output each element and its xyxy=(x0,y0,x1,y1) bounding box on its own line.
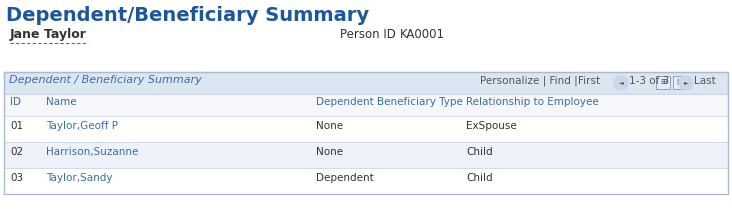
Text: 01: 01 xyxy=(10,121,23,131)
Text: 02: 02 xyxy=(10,147,23,157)
Text: None: None xyxy=(316,147,343,157)
Text: Dependent/Beneficiary Summary: Dependent/Beneficiary Summary xyxy=(6,6,369,25)
Text: 1-3 of 3: 1-3 of 3 xyxy=(629,76,669,86)
Bar xyxy=(656,76,670,89)
Bar xyxy=(4,72,728,194)
Text: KA0001: KA0001 xyxy=(400,28,445,41)
Text: Harrison,Suzanne: Harrison,Suzanne xyxy=(46,147,138,157)
Text: Dependent Beneficiary Type: Dependent Beneficiary Type xyxy=(316,97,463,107)
Text: Name: Name xyxy=(46,97,77,107)
Text: ExSpouse: ExSpouse xyxy=(466,121,517,131)
Text: 03: 03 xyxy=(10,173,23,183)
Bar xyxy=(4,142,728,168)
Bar xyxy=(4,94,728,116)
Text: Relationship to Employee: Relationship to Employee xyxy=(466,97,599,107)
Text: Person ID: Person ID xyxy=(340,28,396,41)
Text: ◄: ◄ xyxy=(619,80,624,85)
Text: Jane Taylor: Jane Taylor xyxy=(10,28,87,41)
Text: Child: Child xyxy=(466,147,493,157)
Text: Dependent / Beneficiary Summary: Dependent / Beneficiary Summary xyxy=(9,75,202,85)
Bar xyxy=(4,168,728,194)
Text: Dependent: Dependent xyxy=(316,173,374,183)
Text: Last: Last xyxy=(694,76,716,86)
Text: Personalize | Find |: Personalize | Find | xyxy=(480,75,578,86)
Text: Taylor,Sandy: Taylor,Sandy xyxy=(46,173,113,183)
Bar xyxy=(4,72,728,94)
Text: ⊞: ⊞ xyxy=(660,77,666,86)
Text: ►: ► xyxy=(684,80,688,85)
Text: None: None xyxy=(316,121,343,131)
Text: Taylor,Geoff P: Taylor,Geoff P xyxy=(46,121,118,131)
Text: ID: ID xyxy=(10,97,21,107)
Circle shape xyxy=(614,76,628,90)
Circle shape xyxy=(679,76,693,90)
Bar xyxy=(4,116,728,142)
Bar xyxy=(673,76,687,89)
Text: First: First xyxy=(578,76,600,86)
Bar xyxy=(4,194,728,195)
Text: Child: Child xyxy=(466,173,493,183)
Text: ▤: ▤ xyxy=(676,77,684,86)
